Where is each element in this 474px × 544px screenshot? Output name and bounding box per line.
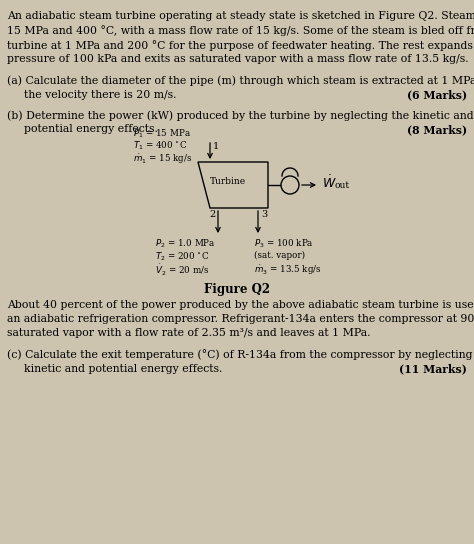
Text: (8 Marks): (8 Marks) (407, 125, 467, 135)
Text: (11 Marks): (11 Marks) (399, 363, 467, 374)
Text: $\dot{W}$: $\dot{W}$ (322, 175, 337, 191)
Text: About 40 percent of the power produced by the above adiabatic steam turbine is u: About 40 percent of the power produced b… (7, 300, 474, 310)
Text: kinetic and potential energy effects.: kinetic and potential energy effects. (24, 363, 222, 374)
Text: an adiabatic refrigeration compressor. Refrigerant-134a enters the compressor at: an adiabatic refrigeration compressor. R… (7, 314, 474, 324)
Text: $\dot{m}_3$ = 13.5 kg/s: $\dot{m}_3$ = 13.5 kg/s (254, 263, 322, 277)
Text: 2: 2 (209, 210, 215, 219)
Text: potential energy effects.: potential energy effects. (24, 125, 158, 134)
Text: saturated vapor with a flow rate of 2.35 m³/s and leaves at 1 MPa.: saturated vapor with a flow rate of 2.35… (7, 329, 371, 338)
Text: $\dot{m}_1$ = 15 kg/s: $\dot{m}_1$ = 15 kg/s (133, 152, 192, 166)
Text: 15 MPa and 400 °C, with a mass flow rate of 15 kg/s. Some of the steam is bled o: 15 MPa and 400 °C, with a mass flow rate… (7, 26, 474, 36)
Text: $P_3$ = 100 kPa: $P_3$ = 100 kPa (254, 238, 314, 250)
Text: (b) Determine the power (kW) produced by the turbine by neglecting the kinetic a: (b) Determine the power (kW) produced by… (7, 110, 474, 121)
Text: Turbine: Turbine (210, 177, 246, 187)
Text: turbine at 1 MPa and 200 °C for the purpose of feedwater heating. The rest expan: turbine at 1 MPa and 200 °C for the purp… (7, 40, 474, 51)
Text: Figure Q2: Figure Q2 (204, 283, 270, 296)
Text: An adiabatic steam turbine operating at steady state is sketched in Figure Q2. S: An adiabatic steam turbine operating at … (7, 11, 474, 21)
Text: $\dot{V}_2$ = 20 m/s: $\dot{V}_2$ = 20 m/s (155, 263, 210, 279)
Text: 1: 1 (213, 142, 219, 151)
Text: $T_2$ = 200 $^{\circ}$C: $T_2$ = 200 $^{\circ}$C (155, 250, 209, 263)
Text: pressure of 100 kPa and exits as saturated vapor with a mass flow rate of 13.5 k: pressure of 100 kPa and exits as saturat… (7, 54, 469, 65)
Text: (c) Calculate the exit temperature (°C) of R-134a from the compressor by neglect: (c) Calculate the exit temperature (°C) … (7, 349, 474, 360)
Text: $P_1$ = 15 MPa: $P_1$ = 15 MPa (133, 127, 191, 139)
Text: (a) Calculate the diameter of the pipe (m) through which steam is extracted at 1: (a) Calculate the diameter of the pipe (… (7, 75, 474, 85)
Text: 3: 3 (261, 210, 267, 219)
Text: $P_2$ = 1.0 MPa: $P_2$ = 1.0 MPa (155, 238, 216, 250)
Text: (sat. vapor): (sat. vapor) (254, 250, 305, 259)
Text: out: out (335, 182, 350, 190)
Text: $T_1$ = 400 $^{\circ}$C: $T_1$ = 400 $^{\circ}$C (133, 139, 187, 152)
Text: the velocity there is 20 m/s.: the velocity there is 20 m/s. (24, 90, 176, 100)
Text: (6 Marks): (6 Marks) (407, 90, 467, 101)
